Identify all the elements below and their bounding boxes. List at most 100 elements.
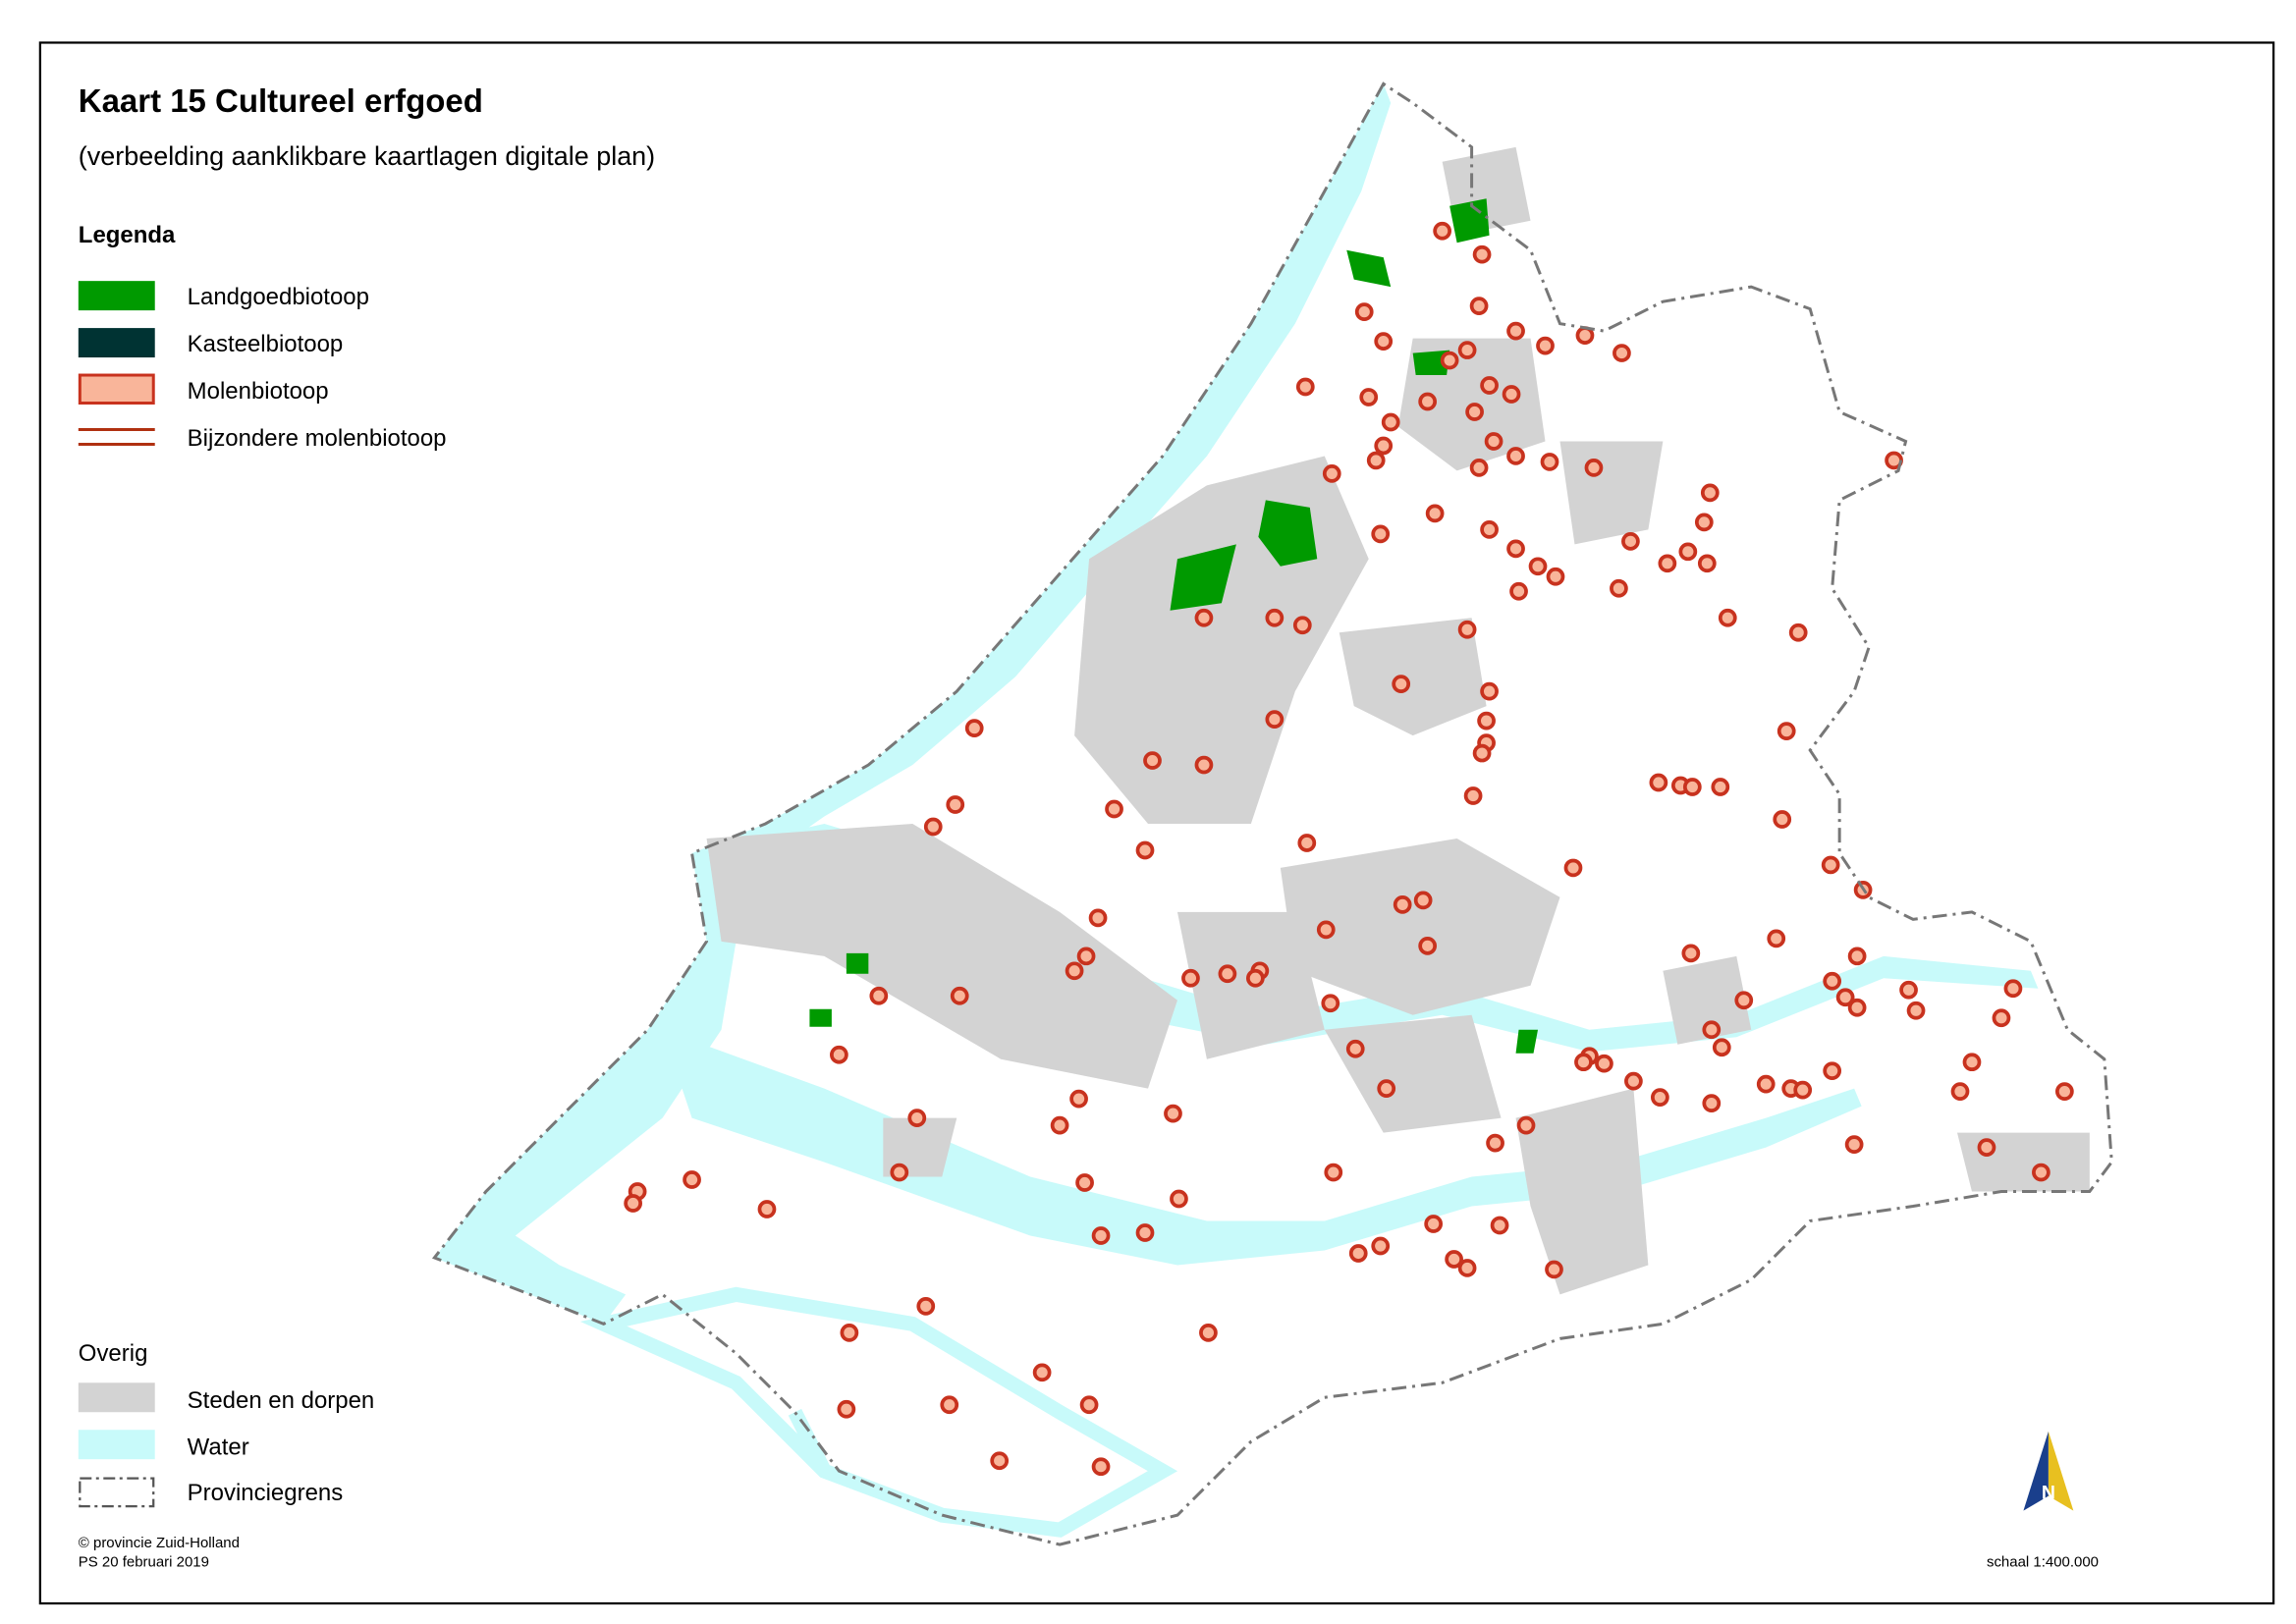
mill (1697, 554, 1717, 573)
province-border (431, 81, 2113, 1546)
mill (1246, 968, 1265, 988)
mill (1297, 834, 1317, 852)
mill (1135, 1223, 1155, 1242)
mill (1773, 810, 1792, 829)
mill (1821, 855, 1840, 875)
mill (1777, 722, 1796, 740)
mill (1712, 1038, 1731, 1057)
mill (1425, 504, 1445, 523)
mill (1756, 1074, 1776, 1094)
mill (1788, 623, 1808, 642)
mill (837, 1399, 856, 1419)
mill (2032, 1163, 2050, 1182)
mill (1477, 711, 1496, 731)
mill (1069, 1089, 1088, 1109)
mill (1457, 620, 1477, 639)
mill (1823, 1061, 1842, 1081)
mill (1847, 947, 1867, 966)
mill (1490, 1216, 1509, 1235)
mill (1348, 1244, 1368, 1263)
mill (1469, 459, 1489, 477)
mill (1506, 321, 1525, 341)
mill (1316, 920, 1336, 940)
mill (1480, 376, 1499, 395)
mill (2003, 979, 2023, 999)
mill (1218, 964, 1237, 984)
mill (1359, 388, 1379, 406)
mill (1649, 773, 1668, 792)
mill (624, 1194, 642, 1213)
mill (1734, 991, 1754, 1010)
mill (757, 1200, 777, 1218)
mill (1371, 1236, 1391, 1256)
map-area (431, 81, 2113, 1546)
legend-item: Bijzondere molenbiotoop (188, 425, 447, 452)
mill (840, 1323, 859, 1342)
legend-swatch (78, 373, 155, 406)
mill (1540, 453, 1559, 471)
mill (830, 1045, 848, 1064)
mill (1143, 751, 1162, 770)
legend-swatch (78, 328, 155, 358)
mill (869, 986, 889, 1005)
mill (1506, 539, 1525, 559)
mill (1546, 567, 1565, 586)
mill (1393, 895, 1412, 914)
legend-item: Molenbiotoop (188, 378, 329, 405)
mill (1545, 1260, 1563, 1279)
mill (1457, 1259, 1477, 1277)
legend-swatch (78, 1382, 155, 1413)
mill (1433, 221, 1452, 241)
mill (1823, 971, 1842, 991)
mill (1265, 710, 1285, 729)
mill (1418, 936, 1438, 955)
mill (1105, 799, 1123, 819)
mill (1164, 1104, 1182, 1123)
mill (1899, 980, 1918, 1000)
legend-swatch (79, 1477, 155, 1508)
mill (1194, 608, 1214, 627)
mill (1469, 297, 1489, 315)
mill (1613, 344, 1631, 362)
title: Kaart 15 Cultureel erfgoed (79, 82, 483, 119)
mill (1658, 554, 1677, 573)
mill (1440, 351, 1459, 370)
mill (1486, 1133, 1504, 1153)
mill (1181, 968, 1200, 988)
mill (1324, 1163, 1343, 1182)
mill (1091, 1226, 1111, 1245)
mill (907, 1109, 927, 1127)
mill (1374, 436, 1394, 456)
mill (1480, 519, 1499, 539)
mill (890, 1163, 909, 1182)
mill (1962, 1053, 1982, 1072)
mill (1354, 302, 1374, 321)
mill (923, 817, 943, 837)
mill (1377, 1079, 1396, 1099)
mill (1032, 1363, 1052, 1382)
mill (1506, 447, 1525, 465)
river (662, 1029, 1862, 1266)
mill (1472, 743, 1492, 763)
mill (1711, 778, 1730, 796)
date: PS 20 februari 2019 (79, 1554, 209, 1571)
mill (1702, 1094, 1722, 1113)
mill (1088, 908, 1108, 928)
mill (1574, 1053, 1593, 1072)
mill (1906, 1001, 1926, 1020)
mill (1651, 1088, 1669, 1108)
legend-title: Legenda (79, 222, 176, 248)
mill (946, 795, 965, 814)
river (579, 1286, 1178, 1538)
mill (1678, 542, 1698, 562)
mill (1621, 531, 1640, 551)
mill (1076, 947, 1096, 966)
mill (1681, 944, 1701, 963)
north-label: N (2042, 1483, 2055, 1504)
copyright: © provincie Zuid-Holland (79, 1535, 240, 1551)
legend-item: Landgoedbiotoop (188, 284, 369, 310)
mill (1366, 451, 1386, 470)
mill (1767, 929, 1786, 948)
mill (1682, 778, 1702, 796)
mill (1484, 432, 1503, 451)
